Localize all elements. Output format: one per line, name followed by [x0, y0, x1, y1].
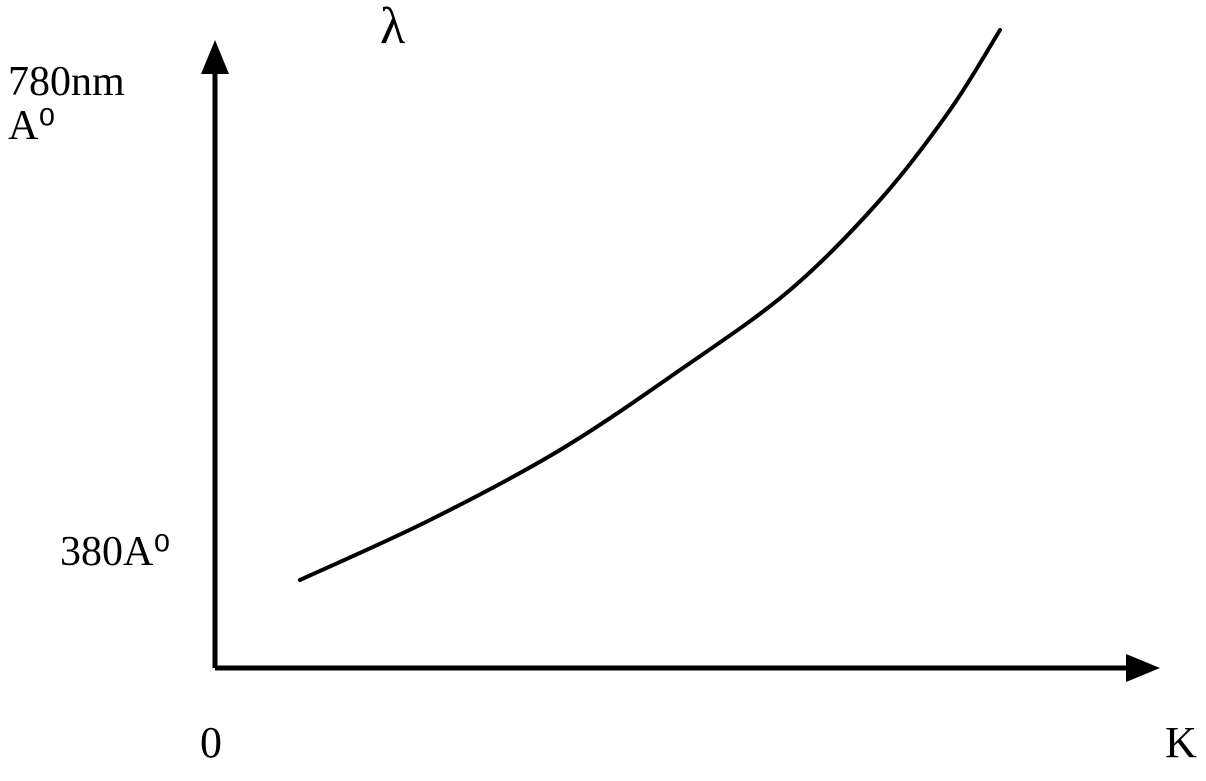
- ytick-380: 380A⁰: [60, 530, 170, 574]
- x-axis-label: K: [1165, 720, 1197, 766]
- ytick-780: 780nm A⁰: [8, 60, 125, 148]
- axes: [0, 0, 1206, 781]
- y-axis-title: λ: [380, 0, 405, 55]
- origin-label: 0: [200, 720, 222, 766]
- chart-stage: λ 780nm A⁰ 380A⁰ 0 K: [0, 0, 1206, 781]
